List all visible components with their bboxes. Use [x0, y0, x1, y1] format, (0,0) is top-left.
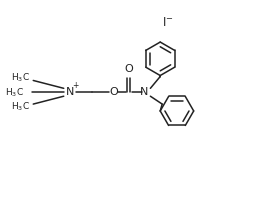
- Text: +: +: [72, 81, 79, 90]
- Text: N: N: [140, 87, 149, 97]
- Text: N: N: [65, 87, 74, 97]
- Text: H$_3$C: H$_3$C: [11, 101, 30, 113]
- Text: O: O: [124, 64, 133, 74]
- Text: H$_3$C: H$_3$C: [6, 86, 24, 99]
- Text: O: O: [110, 87, 118, 97]
- Text: I$^{-}$: I$^{-}$: [162, 16, 174, 29]
- Text: H$_3$C: H$_3$C: [11, 71, 30, 84]
